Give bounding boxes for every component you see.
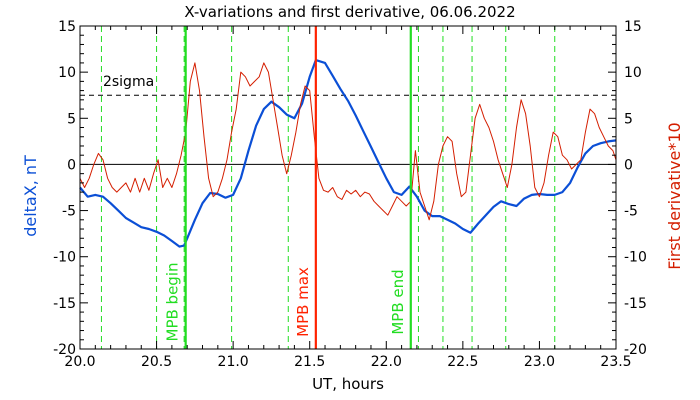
marker-label-1: MPB max: [294, 267, 312, 337]
y-tick-label-right-7: 15: [624, 19, 642, 35]
marker-label-0: MPB begin: [164, 263, 182, 342]
y-tick-label-left-0: -20: [53, 342, 76, 358]
series-line-deltaX: [79, 58, 617, 248]
series-line-derivative: [79, 62, 617, 221]
y-tick-label-left-5: 5: [67, 111, 76, 127]
y-tick-label-left-1: -15: [53, 296, 76, 312]
y-tick-label-left-4: 0: [67, 157, 76, 173]
y-tick-label-left-2: -10: [53, 250, 76, 266]
x-axis-label: UT, hours: [312, 375, 384, 393]
plot-area: 2sigma MPB begin MPB max MPB end 20.0 20.5 21.…: [53, 19, 647, 370]
y-tick-label-right-4: 0: [624, 157, 633, 173]
y-tick-label-right-5: 5: [624, 111, 633, 127]
x-tick-label-0: 20.0: [64, 354, 95, 370]
marker-label-2: MPB end: [389, 269, 407, 334]
threshold-label: 2sigma: [103, 74, 154, 90]
y-tick-label-right-6: 10: [624, 65, 642, 81]
y-tick-label-left-6: 10: [58, 65, 76, 81]
y-tick-label-right-0: -20: [624, 342, 647, 358]
chart-title: X-variations and first derivative, 06.06…: [184, 3, 515, 21]
y-axis-right-label: First derivative*10: [665, 122, 684, 269]
y-tick-label-left-7: 15: [58, 19, 76, 35]
x-tick-label-3: 21.5: [294, 354, 325, 370]
x-tick-label-5: 22.5: [447, 354, 478, 370]
x-tick-label-2: 21.0: [218, 354, 249, 370]
x-tick-label-6: 23.0: [524, 354, 555, 370]
y-axis-left-label: deltaX, nT: [21, 155, 40, 237]
y-tick-label-left-3: -5: [62, 204, 76, 220]
x-tick-label-1: 20.5: [141, 354, 172, 370]
y-tick-label-right-1: -15: [624, 296, 647, 312]
x-tick-label-4: 22.0: [371, 354, 402, 370]
x-tick-label-7: 23.5: [600, 354, 631, 370]
y-tick-label-right-2: -10: [624, 250, 647, 266]
y-tick-label-right-3: -5: [624, 204, 638, 220]
plot-frame: [79, 25, 617, 350]
